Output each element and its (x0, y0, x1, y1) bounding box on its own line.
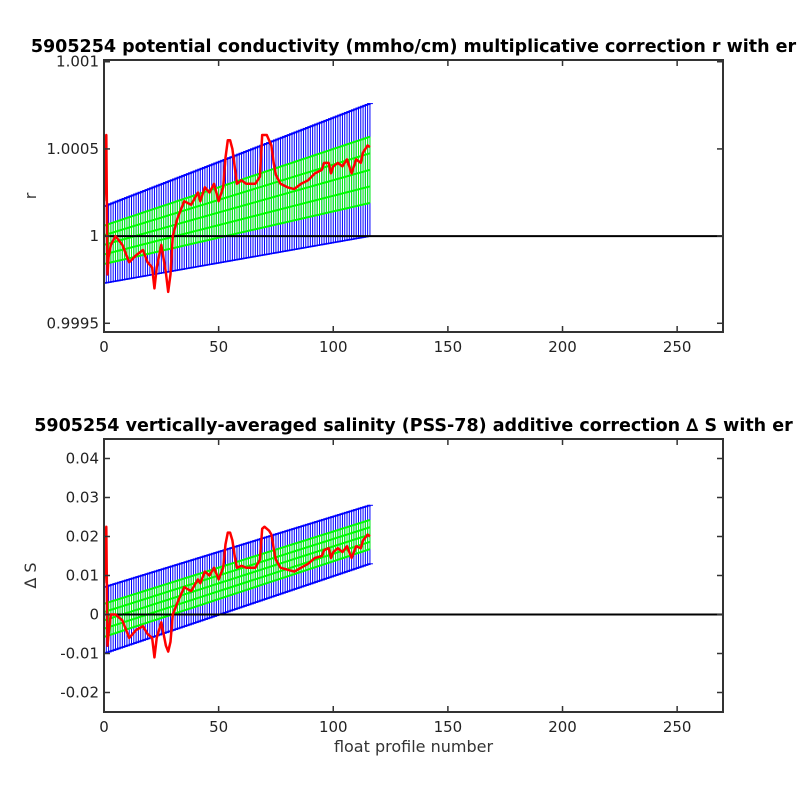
y-tick-label: 1.0005 (47, 140, 100, 158)
salinity-correction-panel: 5905254 vertically-averaged salinity (PS… (21, 416, 793, 756)
conductivity-correction-panel: 5905254 potential conductivity (mmho/cm)… (21, 37, 797, 356)
plot-area (104, 102, 723, 294)
chart-title: 5905254 potential conductivity (mmho/cm)… (31, 37, 797, 57)
x-tick-label: 0 (99, 338, 109, 356)
y-tick-label: 0.03 (66, 489, 99, 507)
fit-line-0 (104, 548, 371, 638)
x-axis-label: float profile number (334, 737, 494, 756)
y-tick-label: 0.02 (66, 528, 99, 546)
plot-area (104, 504, 723, 659)
y-tick-label: 0.04 (66, 450, 99, 468)
fit-line-1 (104, 185, 371, 256)
x-tick-label: 150 (434, 718, 463, 736)
fit-line-3 (104, 152, 371, 237)
y-axis-label: ∆ S (21, 563, 40, 590)
error-envelope-lower (104, 235, 371, 284)
y-tick-label: -0.01 (60, 645, 99, 663)
x-tick-label: 50 (209, 718, 228, 736)
x-tick-label: 200 (548, 338, 577, 356)
error-envelope-lower (104, 563, 371, 655)
x-tick-label: 250 (663, 718, 692, 736)
error-envelope-upper (104, 504, 371, 588)
y-tick-label: 0.01 (66, 567, 99, 585)
raw-correction-line (104, 133, 371, 294)
y-tick-label: -0.02 (60, 684, 99, 702)
x-tick-label: 200 (548, 718, 577, 736)
y-axis-label: r (21, 192, 40, 199)
axes-frame (103, 59, 724, 333)
y-tick-label: 1 (89, 227, 99, 245)
raw-correction-line (104, 525, 371, 659)
x-tick-label: 250 (663, 338, 692, 356)
y-tick-label: 0 (89, 606, 99, 624)
x-tick-label: 100 (319, 718, 348, 736)
chart-title: 5905254 vertically-averaged salinity (PS… (34, 416, 793, 436)
fit-line-3 (104, 526, 371, 614)
fit-line-0 (104, 201, 371, 265)
fit-line-2 (104, 168, 371, 246)
error-envelope-upper (104, 102, 371, 208)
x-tick-label: 150 (434, 338, 463, 356)
x-tick-label: 100 (319, 338, 348, 356)
x-tick-label: 50 (209, 338, 228, 356)
y-tick-label: 1.001 (56, 53, 99, 71)
x-tick-label: 0 (99, 718, 109, 736)
y-tick-label: 0.9995 (47, 314, 100, 332)
